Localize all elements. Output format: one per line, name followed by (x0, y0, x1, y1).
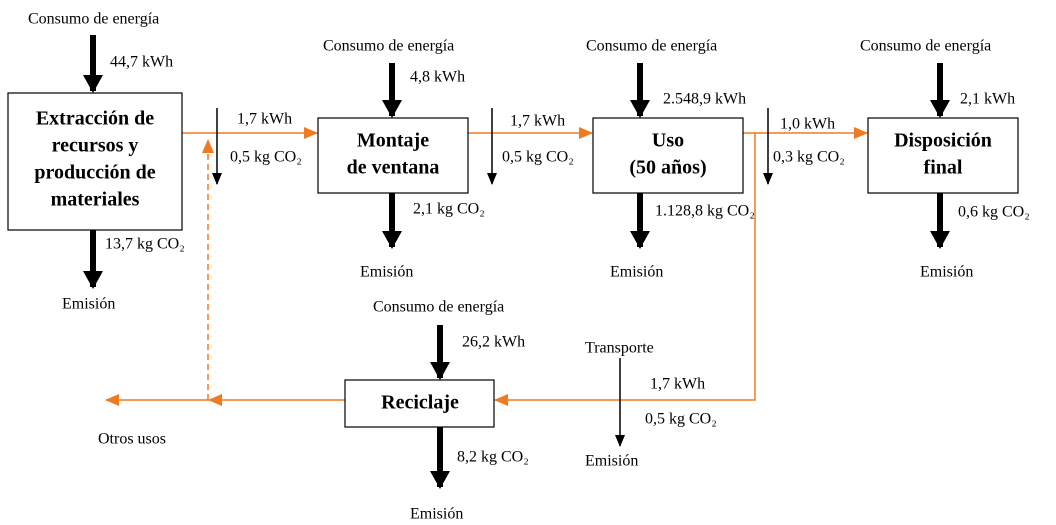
emission-value: 13,7 kg CO₂ (105, 236, 185, 253)
emission-label: Emisión (62, 296, 115, 313)
boxes: Extracción de recursos y producción de m… (7, 92, 1019, 428)
energy-label: Consumo de energía (373, 299, 504, 316)
transport-energy: 1,7 kWh (237, 111, 292, 128)
box-label: de ventana (347, 157, 440, 179)
labels: Consumo de energía 44,7 kWh 13,7 kg CO₂ … (28, 11, 1030, 523)
energy-label: Consumo de energía (860, 38, 991, 55)
flow (494, 133, 756, 406)
energy-value: 4,8 kWh (410, 69, 465, 86)
arrows (83, 35, 950, 489)
box-label: (50 años) (629, 157, 706, 179)
energy-value: 26,2 kWh (462, 334, 525, 351)
box-label: Disposición (894, 130, 992, 152)
process-box (592, 117, 744, 194)
emission-value: 8,2 kg CO₂ (457, 449, 529, 466)
emission-value: 2,1 kg CO₂ (413, 201, 485, 218)
emission-label: Emisión (585, 453, 638, 470)
transport-label: Transporte (585, 340, 654, 357)
energy-value: 2.548,9 kWh (663, 91, 746, 108)
box-label: Uso (652, 130, 684, 152)
emission-label: Emisión (410, 506, 463, 523)
emission-value: 0,6 kg CO₂ (958, 204, 1030, 221)
energy-label: Consumo de energía (323, 38, 454, 55)
box-label: recursos y (52, 135, 139, 157)
box-label: final (924, 157, 963, 179)
emission-value: 1.128,8 kg CO₂ (655, 203, 755, 220)
energy-label: Consumo de energía (586, 38, 717, 55)
emission-label: Emisión (360, 264, 413, 281)
energy-label: Consumo de energía (28, 11, 159, 28)
box-label: producción de (34, 162, 155, 184)
flows (105, 127, 868, 406)
emission-label: Emisión (610, 264, 663, 281)
other-uses: Otros usos (98, 431, 166, 448)
energy-value: 44,7 kWh (110, 54, 173, 71)
process-box (7, 92, 183, 231)
box-label: materiales (51, 189, 140, 211)
emission-label: Emisión (920, 264, 973, 281)
transport-emission: 0,5 kg CO₂ (502, 149, 574, 166)
box-label: Reciclaje (381, 392, 459, 414)
box-label: Extracción de (36, 108, 154, 130)
transport-energy: 1,7 kWh (650, 376, 705, 393)
box-label: Montaje (357, 130, 429, 152)
transport-energy: 1,7 kWh (510, 113, 565, 130)
transport-emission: 0,5 kg CO₂ (230, 149, 302, 166)
transport-emission: 0,3 kg CO₂ (773, 149, 845, 166)
transport-energy: 1,0 kWh (780, 116, 835, 133)
process-box (344, 379, 495, 428)
energy-value: 2,1 kWh (960, 91, 1015, 108)
transport-emission: 0,5 kg CO₂ (645, 411, 717, 428)
process-box (317, 117, 469, 194)
process-box (867, 117, 1019, 194)
